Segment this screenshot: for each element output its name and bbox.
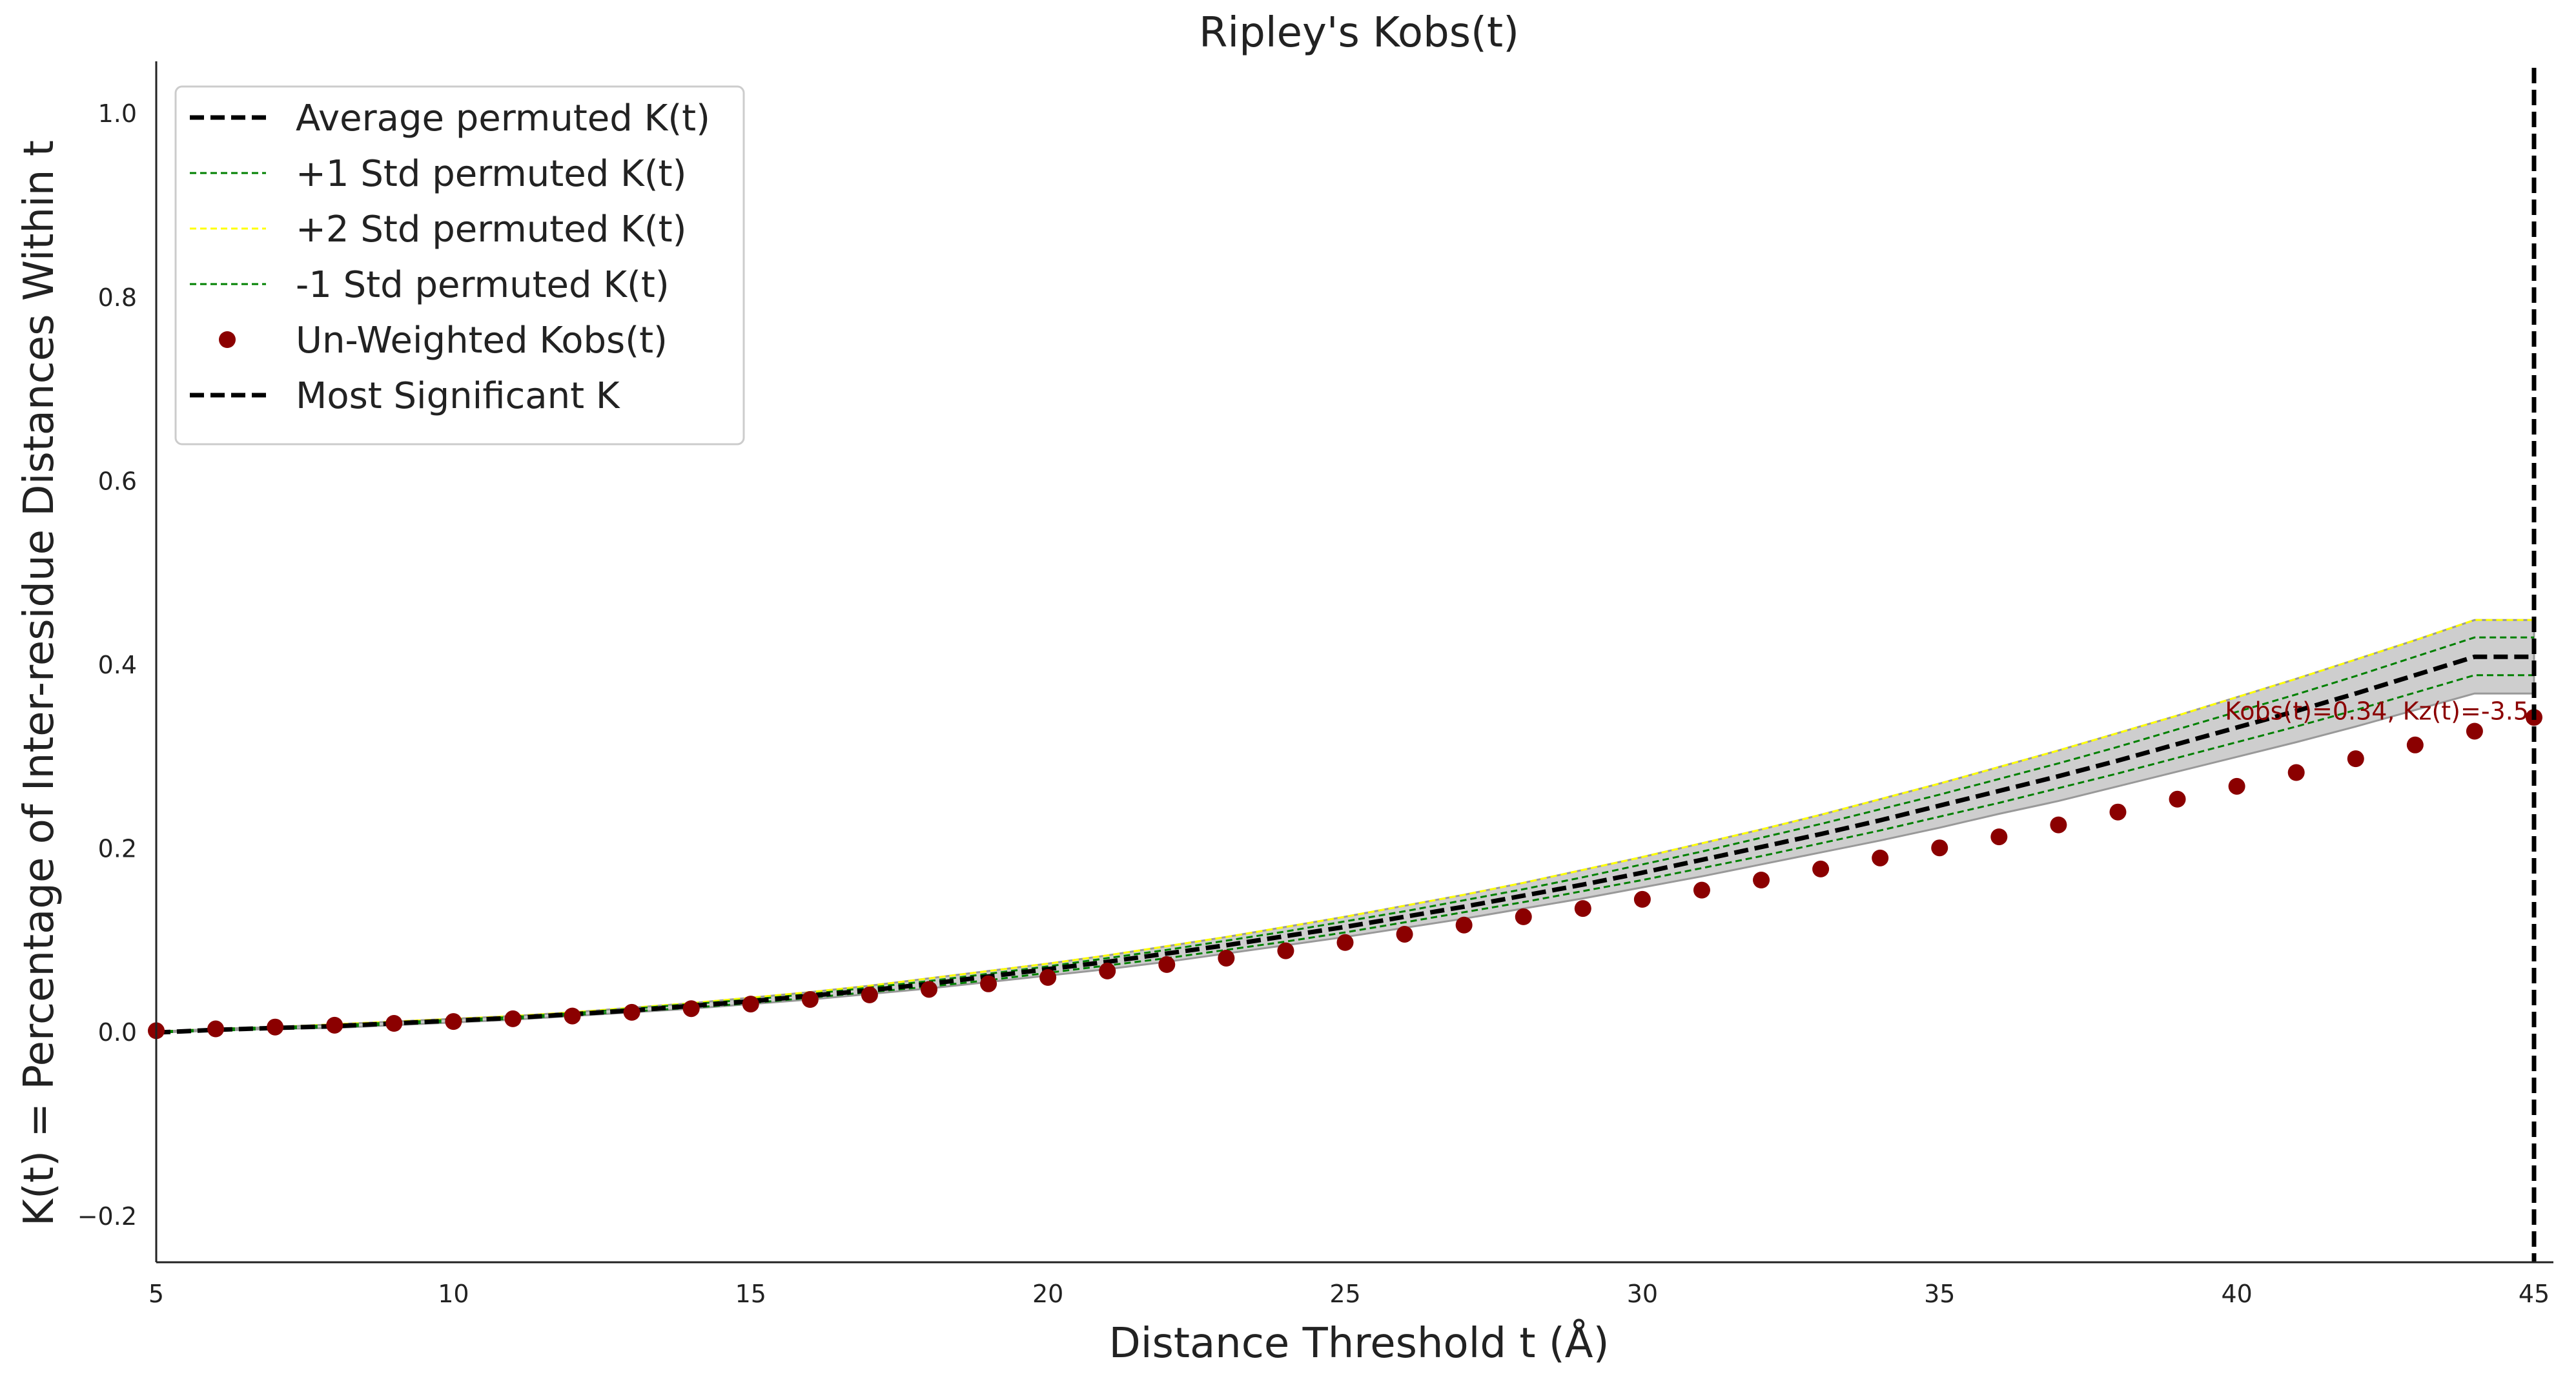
data-point <box>1158 956 1176 973</box>
x-axis-label: Distance Threshold t (Å) <box>1109 1318 1609 1368</box>
data-point <box>682 1000 700 1018</box>
data-point <box>1099 962 1116 979</box>
x-tick-label: 10 <box>438 1280 469 1308</box>
y-tick-label: 1.0 <box>98 99 137 128</box>
data-point <box>1753 872 1770 888</box>
data-point <box>2169 790 2186 808</box>
legend-label: Average permuted K(t) <box>296 97 710 139</box>
x-tick-label: 20 <box>1032 1280 1063 1308</box>
y-tick-label: 0.6 <box>98 467 137 495</box>
data-point <box>2228 777 2245 795</box>
data-point <box>504 1010 522 1027</box>
data-point <box>623 1003 640 1021</box>
annotation-label: Kobs(t)=0.34, Kz(t)=-3.5 <box>2225 697 2529 725</box>
data-point <box>1633 890 1651 908</box>
y-tick-label: −0.2 <box>77 1202 137 1231</box>
legend-label: +1 Std permuted K(t) <box>296 153 686 195</box>
data-point <box>326 1016 343 1034</box>
data-point <box>801 991 819 1008</box>
x-tick-label: 5 <box>148 1280 164 1308</box>
data-point <box>2109 803 2127 821</box>
data-point <box>1455 916 1473 934</box>
data-point <box>1574 900 1591 917</box>
y-tick-label: 0.0 <box>98 1018 137 1047</box>
data-point <box>1931 839 1948 857</box>
data-point <box>1218 949 1235 967</box>
data-point <box>1336 934 1354 951</box>
data-point <box>861 986 878 1003</box>
plot-area: Kobs(t)=0.34, Kz(t)=-3.5 5 10 15 20 25 30 35 40 4… <box>77 61 2553 1308</box>
legend-marker-dot <box>219 331 236 348</box>
x-tick-label: 25 <box>1329 1280 1360 1308</box>
y-tick-label: 0.8 <box>98 283 137 312</box>
legend-label: Un-Weighted Kobs(t) <box>296 320 668 362</box>
data-point <box>1812 860 1830 877</box>
data-point <box>980 975 997 992</box>
data-point <box>1693 881 1710 899</box>
data-point <box>1277 942 1294 959</box>
legend-label: Most Significant K <box>296 375 620 417</box>
data-point <box>2050 816 2067 834</box>
data-point <box>742 996 759 1013</box>
y-tick-label: 0.2 <box>98 835 137 863</box>
legend-label: -1 Std permuted K(t) <box>296 264 670 306</box>
chart-title: Ripley's Kobs(t) <box>1199 9 1519 57</box>
x-tick-label: 30 <box>1627 1280 1658 1308</box>
legend-box <box>174 85 745 446</box>
x-tick-label: 45 <box>2519 1280 2550 1308</box>
data-point <box>1872 849 1889 866</box>
x-tick-label: 35 <box>1924 1280 1955 1308</box>
data-point <box>2287 764 2305 781</box>
data-point <box>1396 925 1413 943</box>
y-tick-label: 0.4 <box>98 651 137 679</box>
data-point <box>920 981 937 998</box>
legend: Average permuted K(t) +1 Std permuted K(t… <box>174 85 745 446</box>
data-point <box>385 1015 403 1032</box>
data-point <box>1039 968 1057 986</box>
data-point <box>2406 736 2424 753</box>
data-point <box>267 1018 284 1036</box>
x-tick-label: 40 <box>2221 1280 2252 1308</box>
x-tick-label: 15 <box>735 1280 766 1308</box>
data-point <box>564 1007 581 1025</box>
series-line-average <box>156 654 2534 1035</box>
data-point <box>445 1013 462 1030</box>
data-point <box>207 1020 225 1038</box>
data-point <box>2466 722 2483 740</box>
y-axis-label: K(t) = Percentage of Inter-residue Dista… <box>15 140 63 1226</box>
data-point <box>2347 750 2364 768</box>
data-point <box>1515 908 1532 925</box>
data-point <box>1990 828 2008 846</box>
legend-label: +2 Std permuted K(t) <box>296 209 686 251</box>
